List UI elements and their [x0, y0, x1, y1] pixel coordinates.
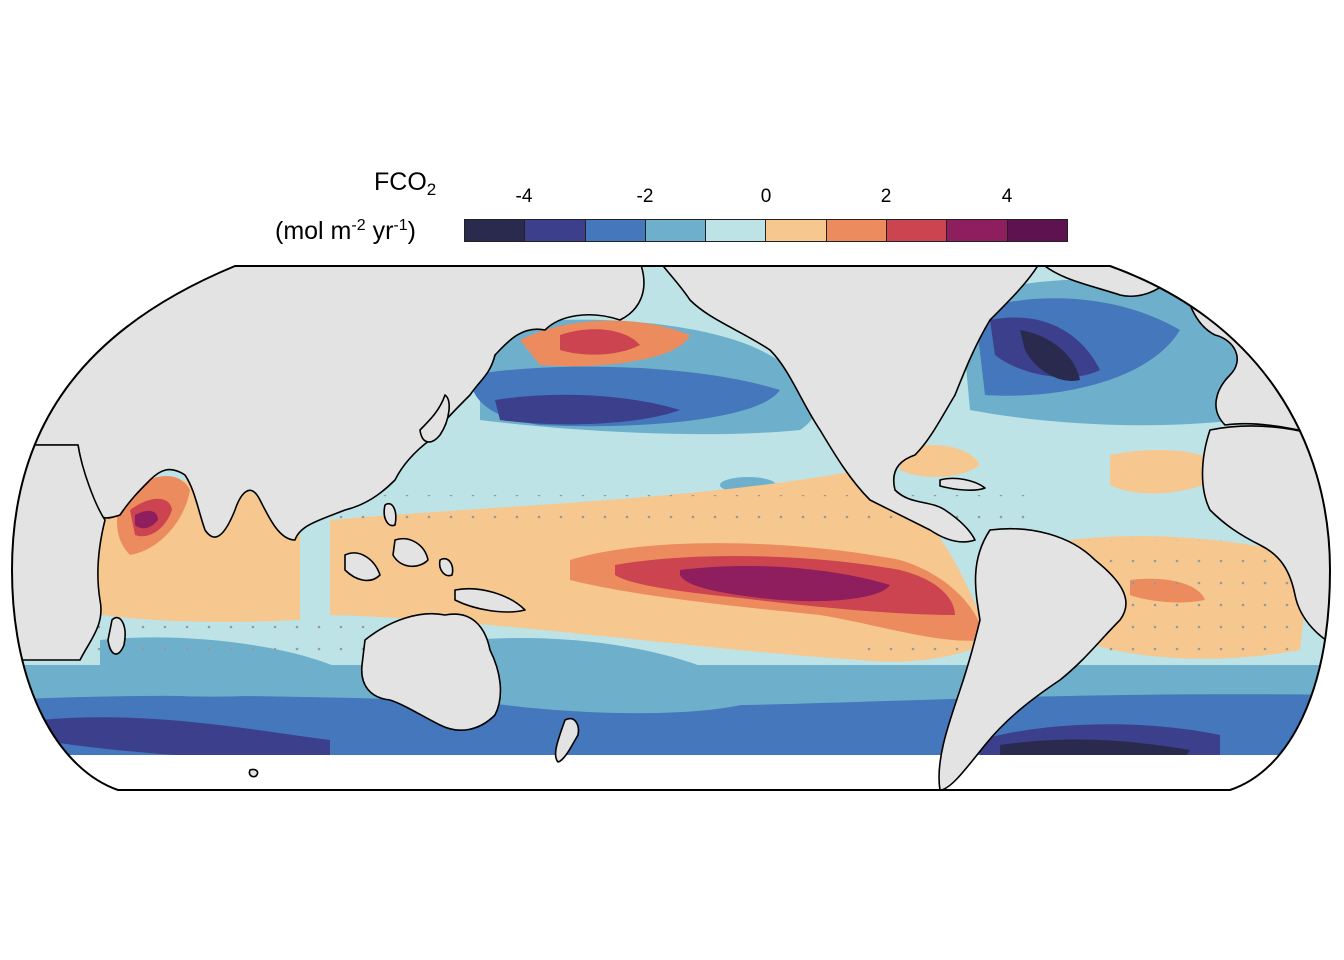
colorbar-segment — [525, 220, 586, 241]
gulf-of-mexico-source — [900, 445, 980, 477]
eurasia-landmass — [12, 266, 645, 541]
colorbar-segment — [887, 220, 948, 241]
arabian-sea-peak — [135, 510, 158, 529]
sumatra-island — [344, 552, 381, 582]
stipple-region — [80, 610, 410, 665]
units-mid: yr — [365, 217, 394, 245]
new-guinea-island — [454, 587, 526, 613]
colorbar-tick-label: 0 — [760, 186, 772, 207]
land — [12, 266, 1330, 790]
madagascar-island — [107, 616, 126, 655]
small-island — [248, 768, 259, 778]
southern-ocean-sink — [40, 717, 330, 760]
colorbar-tick-label: -2 — [636, 186, 654, 207]
south-pacific-sink — [470, 638, 760, 714]
colorbar-tick-label: 2 — [880, 186, 892, 207]
north-america-landmass — [659, 266, 1041, 543]
colorbar-segment — [826, 220, 888, 241]
colorbar-segment — [947, 220, 1008, 241]
bering-sea-source — [560, 329, 640, 355]
colorbar-segment — [645, 220, 707, 241]
new-zealand-landmass — [554, 717, 580, 763]
equatorial-pacific-peak — [680, 565, 890, 602]
north-pacific-strong-sink — [495, 394, 680, 425]
sulawesi-island — [438, 557, 454, 577]
north-atlantic-strong-sink — [1020, 330, 1080, 381]
australia-landmass — [361, 612, 502, 731]
colorbar-segment — [1007, 220, 1067, 241]
colorbar-tick-label: -4 — [515, 186, 533, 207]
colorbar-segment — [766, 220, 827, 241]
legend-units: (mol m-2 yr-1) — [275, 217, 416, 246]
colorbar — [464, 219, 1068, 242]
borneo-island — [392, 538, 429, 568]
south-america-landmass — [938, 527, 1127, 790]
legend-variable-title: FCO2 — [374, 168, 436, 200]
units-exp1: -2 — [351, 217, 366, 234]
africa-landmass — [12, 444, 106, 661]
caribbean-island — [939, 477, 986, 491]
units-prefix: (mol m — [275, 217, 352, 245]
units-suffix: ) — [407, 217, 416, 245]
no-data-band — [12, 755, 1330, 790]
map-frame — [10, 265, 1332, 791]
units-exp2: -1 — [393, 217, 408, 234]
colorbar-segment — [585, 220, 646, 241]
colorbar-segment — [465, 220, 526, 241]
philippines-island — [383, 503, 397, 527]
colorbar-segment — [706, 220, 767, 241]
colorbar-tick-label: 4 — [1001, 186, 1013, 207]
subtropical-atlantic-source — [1110, 450, 1230, 494]
legend-variable-subscript: 2 — [426, 180, 437, 199]
japan-island — [419, 394, 450, 443]
legend-variable-name: FCO — [374, 168, 427, 196]
map-content — [12, 266, 1330, 790]
